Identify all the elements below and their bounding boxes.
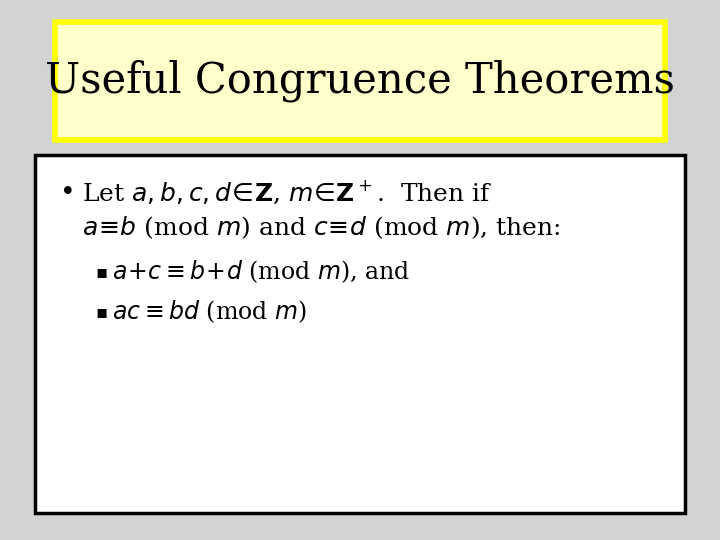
Text: ▪: ▪: [95, 263, 107, 281]
Text: ▪: ▪: [95, 303, 107, 321]
Text: $a\!\equiv\!b$ (mod $m$) and $c\!\equiv\!d$ (mod $m$), then:: $a\!\equiv\!b$ (mod $m$) and $c\!\equiv\…: [82, 215, 561, 241]
FancyBboxPatch shape: [35, 155, 685, 513]
Text: $a\!+\!c \equiv b\!+\!d$ (mod $m$), and: $a\!+\!c \equiv b\!+\!d$ (mod $m$), and: [112, 259, 410, 285]
Text: Useful Congruence Theorems: Useful Congruence Theorems: [45, 60, 675, 102]
Text: •: •: [60, 179, 76, 205]
Text: Let $a,b,c,d\!\in\!\mathbf{Z}$, $m\!\in\!\mathbf{Z}^+$.  Then if: Let $a,b,c,d\!\in\!\mathbf{Z}$, $m\!\in\…: [82, 178, 492, 206]
FancyBboxPatch shape: [55, 22, 665, 140]
Text: $ac \equiv bd$ (mod $m$): $ac \equiv bd$ (mod $m$): [112, 299, 307, 325]
